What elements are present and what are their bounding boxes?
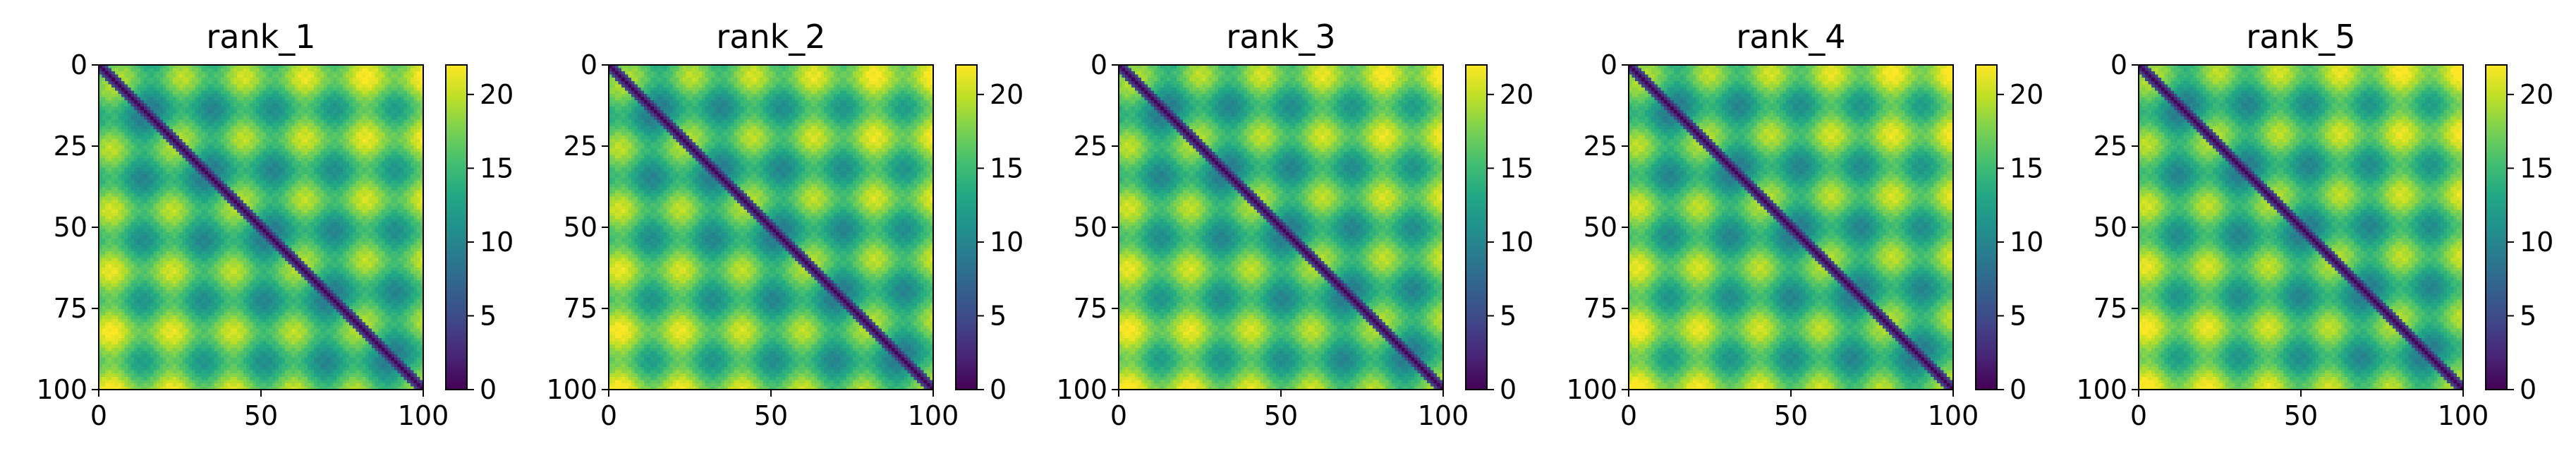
x-tick-label: 0	[1620, 400, 1637, 431]
colorbar	[955, 64, 978, 390]
colorbar-tick-label: 0	[990, 374, 1007, 405]
colorbar-tick-label: 10	[2520, 227, 2553, 258]
y-tick-label: 50	[1584, 212, 1617, 243]
y-tick-label: 50	[2094, 212, 2127, 243]
colorbar	[1465, 64, 1488, 390]
y-tick-label: 25	[564, 131, 597, 162]
colorbar-tick-label: 20	[990, 79, 1023, 110]
panel-title: rank_1	[206, 18, 315, 56]
y-tick-label: 100	[1056, 374, 1107, 405]
colorbar	[1975, 64, 1998, 390]
colorbar-tick-label: 0	[2520, 374, 2536, 405]
x-tick-label: 100	[1418, 400, 1469, 431]
colorbar-tick-label: 15	[2520, 152, 2553, 184]
colorbar-tick-label: 5	[2520, 300, 2536, 331]
y-tick-label: 25	[2094, 131, 2127, 162]
y-tick-label: 50	[564, 212, 597, 243]
y-tick-label: 75	[564, 293, 597, 324]
heatmap-image	[2139, 65, 2463, 390]
y-tick-label: 75	[1584, 293, 1617, 324]
y-tick-label: 0	[581, 49, 597, 80]
colorbar-tick-label: 5	[1500, 300, 1517, 331]
colorbar-tick-label: 0	[2010, 374, 2027, 405]
panel-title: rank_3	[1226, 18, 1335, 56]
x-tick-label: 50	[1264, 400, 1298, 431]
y-tick-label: 0	[1600, 49, 1617, 80]
y-tick-label: 25	[54, 131, 87, 162]
colorbar-tick-label: 10	[1500, 227, 1533, 258]
heatmap-image	[609, 65, 933, 390]
colorbar-tick-label: 15	[2010, 152, 2043, 184]
y-tick-label: 100	[2076, 374, 2127, 405]
x-tick-label: 50	[1774, 400, 1808, 431]
colorbar	[2485, 64, 2508, 390]
x-tick-label: 50	[244, 400, 278, 431]
colorbar-tick-label: 20	[480, 79, 514, 110]
x-tick-label: 50	[2284, 400, 2318, 431]
colorbar-tick-label: 10	[990, 227, 1023, 258]
colorbar-tick-label: 15	[480, 152, 514, 184]
x-tick-label: 0	[1110, 400, 1127, 431]
x-tick-label: 100	[1928, 400, 1979, 431]
colorbar-tick-label: 10	[480, 227, 514, 258]
y-tick-label: 50	[1074, 212, 1107, 243]
y-tick-label: 25	[1584, 131, 1617, 162]
x-tick-label: 100	[2438, 400, 2489, 431]
y-tick-label: 100	[1566, 374, 1617, 405]
colorbar-tick-label: 10	[2010, 227, 2043, 258]
y-tick-label: 0	[1090, 49, 1107, 80]
panel-title: rank_4	[1736, 18, 1845, 56]
y-tick-label: 0	[71, 49, 87, 80]
colorbar-tick-label: 20	[2010, 79, 2043, 110]
y-tick-label: 50	[54, 212, 87, 243]
colorbar-tick-label: 20	[2520, 79, 2553, 110]
heatmap-image	[1119, 65, 1443, 390]
colorbar-tick-label: 0	[1500, 374, 1517, 405]
y-tick-label: 100	[36, 374, 87, 405]
x-tick-label: 0	[90, 400, 107, 431]
heatmap-image	[1629, 65, 1953, 390]
y-tick-label: 75	[1074, 293, 1107, 324]
colorbar-tick-label: 0	[480, 374, 497, 405]
x-tick-label: 100	[908, 400, 959, 431]
heatmap-image	[99, 65, 423, 390]
panel-title: rank_2	[716, 18, 825, 56]
colorbar-tick-label: 15	[1500, 152, 1533, 184]
x-tick-label: 0	[600, 400, 617, 431]
colorbar-tick-label: 5	[480, 300, 497, 331]
colorbar	[445, 64, 468, 390]
colorbar-tick-label: 5	[2010, 300, 2027, 331]
y-tick-label: 75	[2094, 293, 2127, 324]
y-tick-label: 100	[546, 374, 597, 405]
panel-title: rank_5	[2246, 18, 2355, 56]
colorbar-tick-label: 15	[990, 152, 1023, 184]
x-tick-label: 50	[754, 400, 788, 431]
y-tick-label: 75	[54, 293, 87, 324]
y-tick-label: 25	[1074, 131, 1107, 162]
colorbar-tick-label: 20	[1500, 79, 1533, 110]
x-tick-label: 100	[398, 400, 449, 431]
y-tick-label: 0	[2110, 49, 2127, 80]
colorbar-tick-label: 5	[990, 300, 1007, 331]
x-tick-label: 0	[2130, 400, 2147, 431]
